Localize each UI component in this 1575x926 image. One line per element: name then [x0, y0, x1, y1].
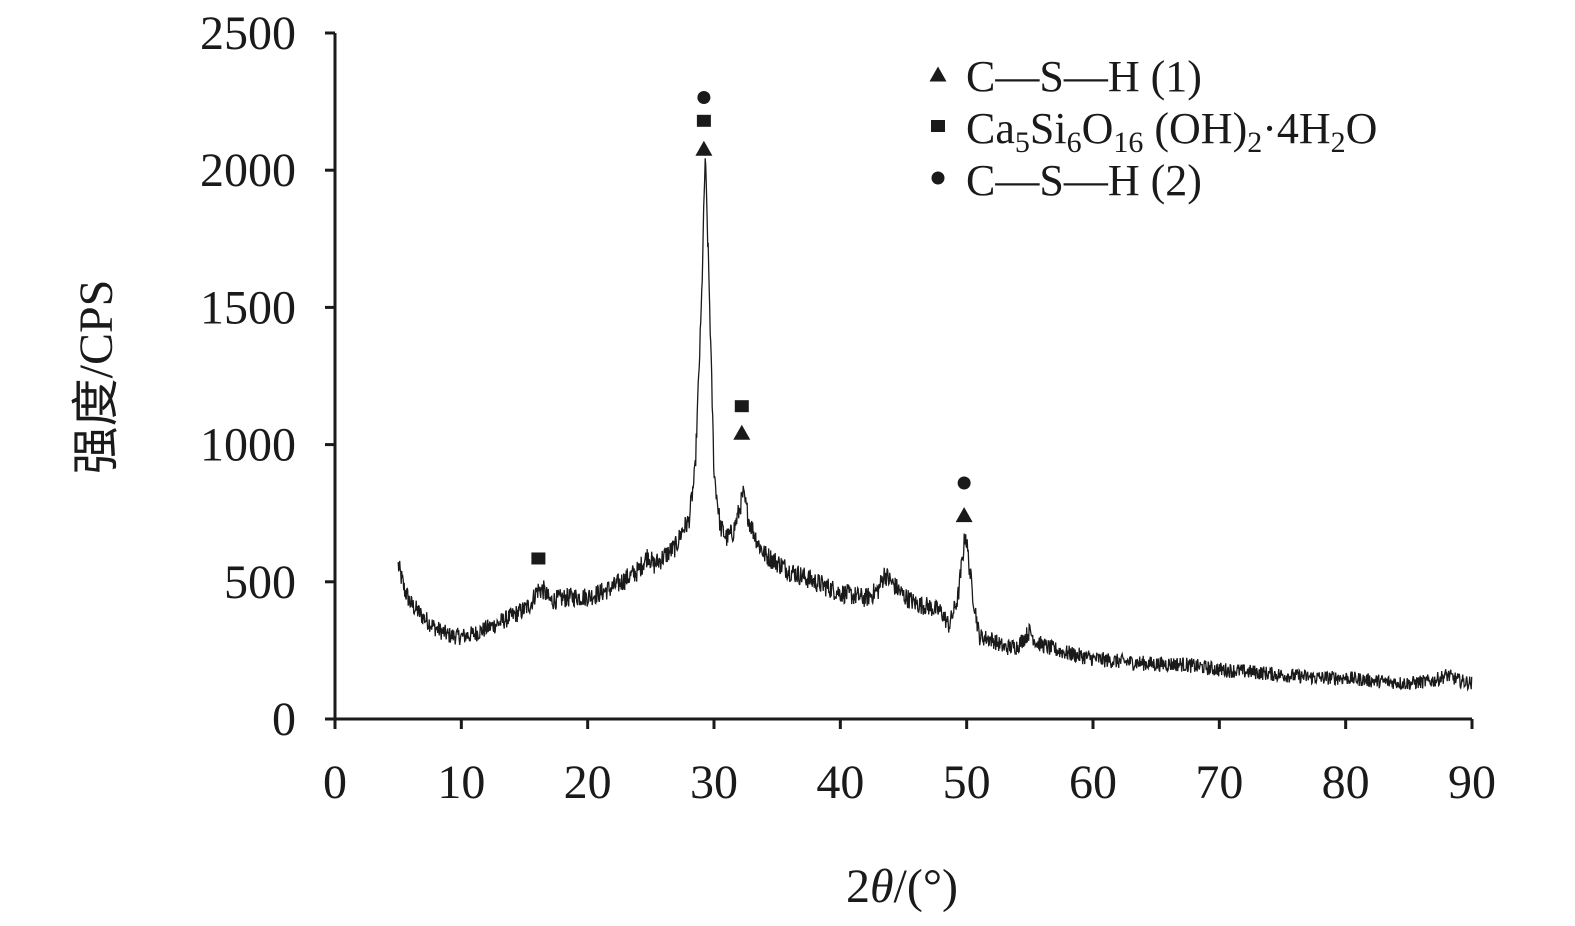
- x-tick-label: 90: [1448, 756, 1496, 809]
- legend-label: C—S—H (1): [966, 52, 1202, 101]
- y-tick-label: 1000: [200, 419, 296, 472]
- legend-subscript: 2: [1331, 126, 1346, 159]
- legend-text-part: Si: [1030, 104, 1067, 153]
- legend-text-part: C—S—H (1): [966, 52, 1202, 101]
- x-tick-label: 80: [1322, 756, 1370, 809]
- series-line: [397, 158, 1473, 692]
- plot-area: [397, 90, 1473, 692]
- legend-item: Ca5Si6O16 (OH)2·4H2O: [931, 104, 1377, 159]
- legend-text-part: O: [1346, 104, 1378, 153]
- legend-text-part: Ca: [966, 104, 1015, 153]
- x-tick-label: 0: [323, 756, 347, 809]
- legend-subscript: 6: [1067, 126, 1082, 159]
- legend-subscript: 2: [1247, 126, 1262, 159]
- x-tick-label: 70: [1195, 756, 1243, 809]
- x-tick-label: 60: [1069, 756, 1117, 809]
- y-tick-label: 1500: [200, 281, 296, 334]
- peak-square-marker: [696, 114, 711, 127]
- y-tick-label: 500: [224, 556, 296, 609]
- legend-label: Ca5Si6O16 (OH)2·4H2O: [966, 104, 1377, 159]
- peak-markers: [531, 90, 973, 565]
- legend-text-part: ·4H: [1262, 104, 1330, 153]
- x-tick-label: 40: [816, 756, 864, 809]
- x-tick-label: 10: [437, 756, 485, 809]
- x-tick-label: 30: [690, 756, 738, 809]
- axes: 0 10 20 30 40 50 60 70 80 90 0 500 1000 1500 2000 2500: [200, 7, 1496, 809]
- peak-triangle-marker: [695, 140, 713, 156]
- x-tick-label: 20: [564, 756, 612, 809]
- legend-item: C—S—H (1): [929, 52, 1202, 101]
- legend-square-marker: [931, 120, 945, 132]
- x-ticks: 0 10 20 30 40 50 60 70 80 90: [323, 719, 1496, 809]
- legend-item: C—S—H (2): [931, 156, 1202, 205]
- peak-circle-marker: [957, 476, 971, 490]
- y-axis-title: 强度/CPS: [70, 280, 123, 475]
- x-axis-title: 2θ/(°): [846, 860, 958, 913]
- legend-text-part: O: [1082, 104, 1114, 153]
- legend-triangle-marker: [929, 66, 947, 82]
- legend-subscript: 5: [1015, 126, 1030, 159]
- y-tick-label: 2000: [200, 144, 296, 197]
- legend-text-part: C—S—H (2): [966, 156, 1202, 205]
- peak-square-marker: [734, 400, 749, 413]
- legend-circle-marker: [931, 171, 945, 185]
- legend-subscript: 16: [1113, 126, 1143, 159]
- legend-label: C—S—H (2): [966, 156, 1202, 205]
- peak-triangle-marker: [733, 424, 751, 440]
- peak-circle-marker: [697, 90, 711, 104]
- peak-triangle-marker: [955, 507, 973, 523]
- peak-square-marker: [531, 552, 546, 565]
- y-tick-label: 2500: [200, 7, 296, 60]
- y-ticks: 0 500 1000 1500 2000 2500: [200, 7, 335, 746]
- y-tick-label: 0: [272, 693, 296, 746]
- x-tick-label: 50: [943, 756, 991, 809]
- legend-text-part: (OH): [1143, 104, 1247, 153]
